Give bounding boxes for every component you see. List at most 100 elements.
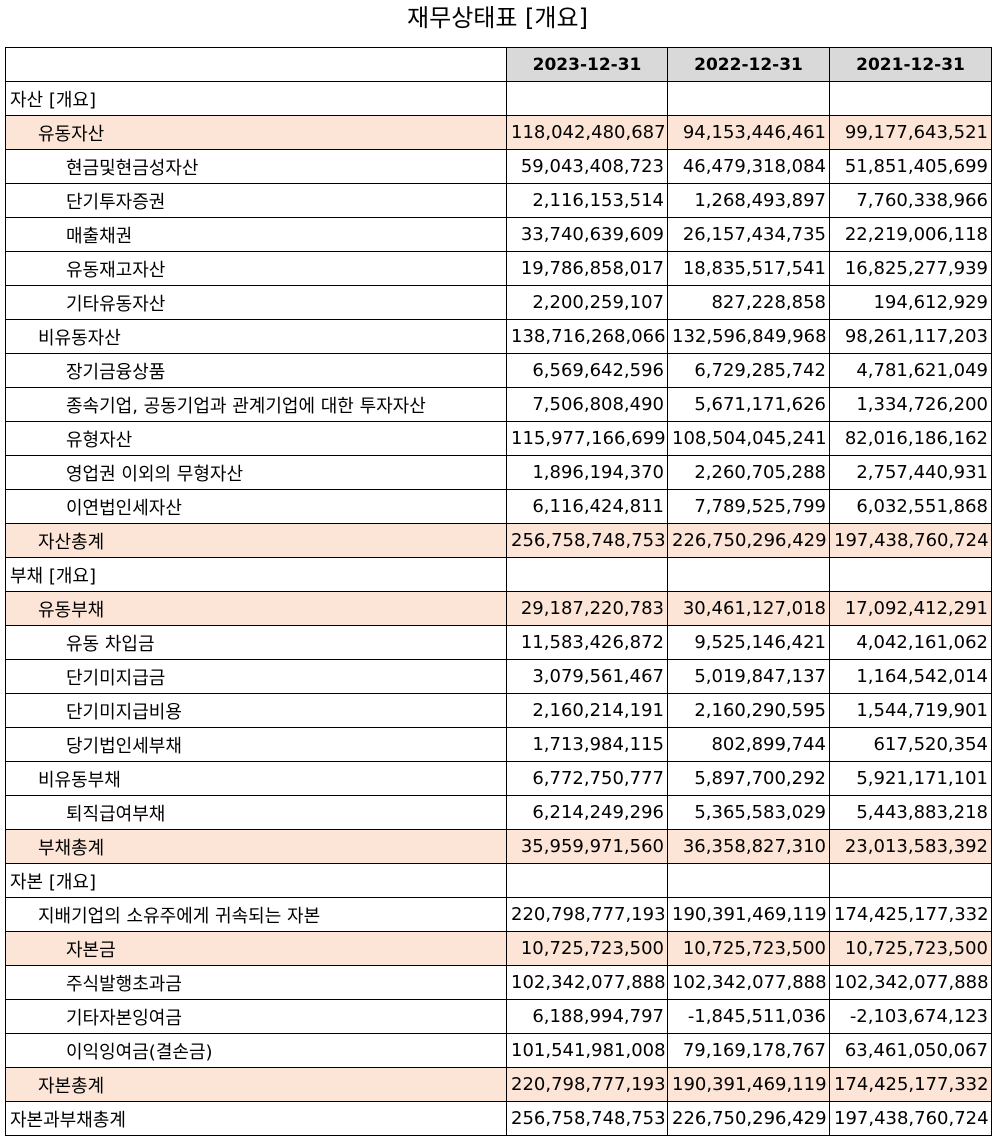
row-label: 부채총계 bbox=[5, 829, 507, 864]
table-row: 자본금 10,725,723,500 10,725,723,500 10,725,72… bbox=[5, 931, 992, 966]
row-label: 이익잉여금(결손금) bbox=[5, 1033, 507, 1068]
value-cell: 94,153,446,461 bbox=[667, 115, 830, 150]
column-header: 2021-12-31 bbox=[829, 47, 992, 82]
value-cell: 101,541,981,008 bbox=[506, 1033, 668, 1068]
value-cell: 17,092,412,291 bbox=[829, 591, 992, 626]
table-row: 이익잉여금(결손금) 101,541,981,008 79,169,178,767 6… bbox=[5, 1033, 992, 1068]
value-cell: 2,160,214,191 bbox=[506, 693, 668, 728]
value-cell: 3,079,561,467 bbox=[506, 659, 668, 694]
value-cell bbox=[829, 81, 992, 116]
value-cell: 617,520,354 bbox=[829, 727, 992, 762]
table-row: 유동부채 29,187,220,783 30,461,127,018 17,092,4… bbox=[5, 591, 992, 626]
table-row: 비유동부채 6,772,750,777 5,897,700,292 5,921,171… bbox=[5, 761, 992, 796]
value-cell: 5,365,583,029 bbox=[667, 795, 830, 830]
value-cell: -2,103,674,123 bbox=[829, 999, 992, 1034]
row-label: 자본금 bbox=[5, 931, 507, 966]
value-cell: 2,116,153,514 bbox=[506, 183, 668, 218]
row-label: 자본총계 bbox=[5, 1067, 507, 1102]
table-row: 영업권 이외의 무형자산 1,896,194,370 2,260,705,288 2,… bbox=[5, 455, 992, 490]
value-cell: -1,845,511,036 bbox=[667, 999, 830, 1034]
row-label: 이연법인세자산 bbox=[5, 489, 507, 524]
row-label: 자본 [개요] bbox=[5, 863, 507, 898]
value-cell: 30,461,127,018 bbox=[667, 591, 830, 626]
value-cell: 36,358,827,310 bbox=[667, 829, 830, 864]
value-cell: 1,268,493,897 bbox=[667, 183, 830, 218]
value-cell: 194,612,929 bbox=[829, 285, 992, 320]
value-cell: 197,438,760,724 bbox=[829, 1101, 992, 1136]
header-row: 2023-12-31 2022-12-31 2021-12-31 bbox=[5, 47, 992, 82]
row-label: 자산 [개요] bbox=[5, 81, 507, 116]
table-row: 유동 차입금 11,583,426,872 9,525,146,421 4,042,1… bbox=[5, 625, 992, 660]
table-row: 유동자산 118,042,480,687 94,153,446,461 99,177,… bbox=[5, 115, 992, 150]
value-cell bbox=[667, 81, 830, 116]
table-row: 당기법인세부채 1,713,984,115 802,899,744 617,520,3… bbox=[5, 727, 992, 762]
row-label: 유동자산 bbox=[5, 115, 507, 150]
row-label: 유동 차입금 bbox=[5, 625, 507, 660]
table-row: 주식발행초과금 102,342,077,888 102,342,077,888 102… bbox=[5, 965, 992, 1000]
table-row: 자산총계 256,758,748,753 226,750,296,429 197,43… bbox=[5, 523, 992, 558]
row-label: 퇴직급여부채 bbox=[5, 795, 507, 830]
value-cell: 33,740,639,609 bbox=[506, 217, 668, 252]
table-row: 종속기업, 공동기업과 관계기업에 대한 투자자산 7,506,808,490 5,… bbox=[5, 387, 992, 422]
header-blank-cell bbox=[5, 47, 507, 82]
value-cell bbox=[506, 81, 668, 116]
value-cell: 6,214,249,296 bbox=[506, 795, 668, 830]
value-cell: 22,219,006,118 bbox=[829, 217, 992, 252]
value-cell: 1,164,542,014 bbox=[829, 659, 992, 694]
row-label: 주식발행초과금 bbox=[5, 965, 507, 1000]
value-cell: 7,789,525,799 bbox=[667, 489, 830, 524]
table-row: 퇴직급여부채 6,214,249,296 5,365,583,029 5,443,88… bbox=[5, 795, 992, 830]
value-cell: 1,896,194,370 bbox=[506, 455, 668, 490]
table-row: 기타유동자산 2,200,259,107 827,228,858 194,612,92… bbox=[5, 285, 992, 320]
row-label: 유동재고자산 bbox=[5, 251, 507, 286]
column-header: 2023-12-31 bbox=[506, 47, 668, 82]
value-cell: 2,200,259,107 bbox=[506, 285, 668, 320]
value-cell: 99,177,643,521 bbox=[829, 115, 992, 150]
table-row: 단기투자증권 2,116,153,514 1,268,493,897 7,760,33… bbox=[5, 183, 992, 218]
value-cell: 10,725,723,500 bbox=[506, 931, 668, 966]
value-cell: 6,729,285,742 bbox=[667, 353, 830, 388]
value-cell bbox=[506, 863, 668, 898]
value-cell: 5,921,171,101 bbox=[829, 761, 992, 796]
row-label: 기타자본잉여금 bbox=[5, 999, 507, 1034]
table-row: 이연법인세자산 6,116,424,811 7,789,525,799 6,032,5… bbox=[5, 489, 992, 524]
value-cell: 256,758,748,753 bbox=[506, 523, 668, 558]
table-row: 유형자산 115,977,166,699 108,504,045,241 82,016… bbox=[5, 421, 992, 456]
value-cell: 79,169,178,767 bbox=[667, 1033, 830, 1068]
row-label: 부채 [개요] bbox=[5, 557, 507, 592]
value-cell bbox=[829, 863, 992, 898]
table-row: 자산 [개요] bbox=[5, 81, 992, 116]
value-cell: 19,786,858,017 bbox=[506, 251, 668, 286]
table-row: 자본과부채총계 256,758,748,753 226,750,296,429 197… bbox=[5, 1101, 992, 1136]
table-row: 단기미지급금 3,079,561,467 5,019,847,137 1,164,54… bbox=[5, 659, 992, 694]
value-cell: 5,671,171,626 bbox=[667, 387, 830, 422]
value-cell bbox=[829, 557, 992, 592]
value-cell: 118,042,480,687 bbox=[506, 115, 668, 150]
value-cell: 226,750,296,429 bbox=[667, 523, 830, 558]
value-cell bbox=[506, 557, 668, 592]
value-cell: 51,851,405,699 bbox=[829, 149, 992, 184]
table-row: 비유동자산 138,716,268,066 132,596,849,968 98,26… bbox=[5, 319, 992, 354]
row-label: 자산총계 bbox=[5, 523, 507, 558]
row-label: 비유동부채 bbox=[5, 761, 507, 796]
table-row: 지배기업의 소유주에게 귀속되는 자본 220,798,777,193 190,39… bbox=[5, 897, 992, 932]
value-cell: 1,544,719,901 bbox=[829, 693, 992, 728]
table-row: 현금및현금성자산 59,043,408,723 46,479,318,084 51,8… bbox=[5, 149, 992, 184]
row-label: 지배기업의 소유주에게 귀속되는 자본 bbox=[5, 897, 507, 932]
table-row: 매출채권 33,740,639,609 26,157,434,735 22,219,0… bbox=[5, 217, 992, 252]
value-cell: 9,525,146,421 bbox=[667, 625, 830, 660]
row-label: 종속기업, 공동기업과 관계기업에 대한 투자자산 bbox=[5, 387, 507, 422]
value-cell: 108,504,045,241 bbox=[667, 421, 830, 456]
row-label: 비유동자산 bbox=[5, 319, 507, 354]
table-row: 자본총계 220,798,777,193 190,391,469,119 174,42… bbox=[5, 1067, 992, 1102]
row-label: 장기금융상품 bbox=[5, 353, 507, 388]
value-cell: 174,425,177,332 bbox=[829, 897, 992, 932]
value-cell: 7,760,338,966 bbox=[829, 183, 992, 218]
row-label: 단기미지급비용 bbox=[5, 693, 507, 728]
value-cell: 4,781,621,049 bbox=[829, 353, 992, 388]
value-cell: 2,260,705,288 bbox=[667, 455, 830, 490]
value-cell: 29,187,220,783 bbox=[506, 591, 668, 626]
value-cell: 138,716,268,066 bbox=[506, 319, 668, 354]
table-body: 자산 [개요] 유동자산 118,042,480,687 94,153,446,461… bbox=[5, 81, 992, 1136]
value-cell: 827,228,858 bbox=[667, 285, 830, 320]
